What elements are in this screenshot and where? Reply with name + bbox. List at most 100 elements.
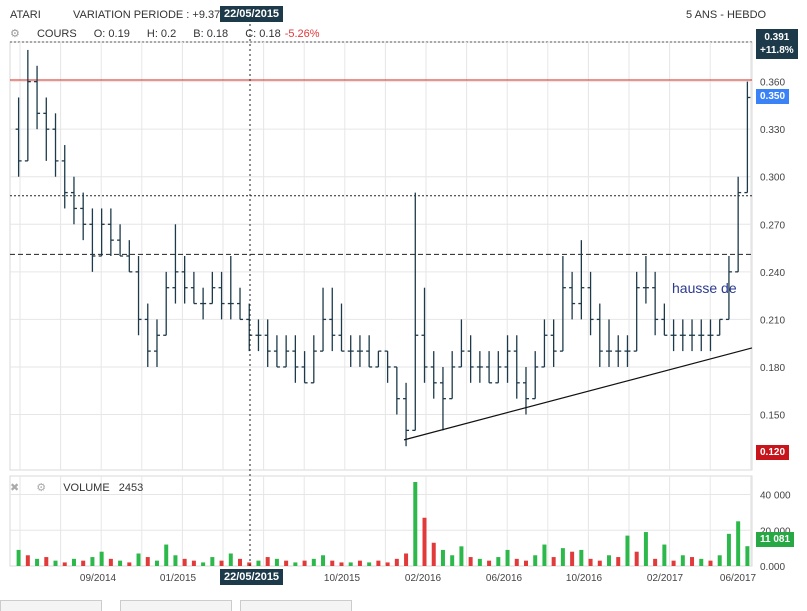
volume-bar <box>468 557 473 566</box>
volume-value: 2453 <box>118 482 144 494</box>
y-tick-label: 0.240 <box>760 268 785 279</box>
volume-bar <box>413 482 418 566</box>
volume-bar <box>339 562 344 566</box>
ohlc-bar <box>679 319 686 352</box>
volume-bar <box>247 562 252 566</box>
ohlc-bar <box>486 351 493 384</box>
ohlc-bar <box>384 350 391 383</box>
ohlc-bar <box>476 351 483 383</box>
ohlc-bar <box>642 256 649 304</box>
ohlc-bar <box>744 81 751 194</box>
volume-bar <box>726 533 731 566</box>
ohlc-bar <box>126 240 133 273</box>
last-volume-badge: 11 081 <box>756 532 795 547</box>
volume-bar <box>35 558 40 566</box>
ohlc-bar <box>190 271 197 305</box>
volume-bar <box>699 558 704 566</box>
ohlc-bar <box>144 303 151 367</box>
volume-bar <box>616 557 621 566</box>
volume-tick-label: 40 000 <box>760 491 791 502</box>
top-price-badge: 0.391 +11.8% <box>756 29 798 59</box>
series-name: COURS <box>36 28 77 40</box>
ohlc-bar <box>513 335 520 399</box>
y-tick-label: 0.270 <box>760 220 785 231</box>
volume-bar <box>293 562 298 566</box>
ohlc-bar <box>430 351 437 399</box>
volume-bar <box>284 560 289 566</box>
horizontal-lines <box>10 79 752 255</box>
volume-bar <box>376 560 381 566</box>
volume-bar <box>717 555 722 566</box>
volume-bar <box>62 562 67 566</box>
ohlc-bar <box>716 318 723 336</box>
x-tick-label: 09/2014 <box>80 573 117 584</box>
ohlc-bar <box>246 303 253 352</box>
volume-bar <box>662 544 667 566</box>
top-badge-price: 0.391 <box>764 32 790 43</box>
ohlc-bar <box>707 319 714 352</box>
volume-bar <box>597 560 602 566</box>
volume-bar <box>736 521 741 566</box>
volume-bar <box>90 557 95 566</box>
ohlc-bar <box>652 271 659 336</box>
ohlc-bar <box>615 335 622 367</box>
volume-bar <box>551 557 556 566</box>
x-tick-label: 06/2017 <box>720 573 757 584</box>
ohlc-bar <box>606 319 613 367</box>
ohlc-bar <box>135 256 142 336</box>
ohlc-bar <box>98 208 105 257</box>
annotation-text: hausse de <box>672 280 737 296</box>
settings-icon[interactable]: ⚙ <box>36 482 47 494</box>
y-tick-label: 0.210 <box>760 315 785 326</box>
x-tick-label: 02/2017 <box>647 573 684 584</box>
volume-bar <box>357 560 362 566</box>
ohlc-bar <box>698 319 705 352</box>
ohlc-bar <box>24 49 31 162</box>
ohlc-bar <box>227 256 234 320</box>
volume-bar <box>523 560 528 566</box>
ohlc-bar <box>181 256 188 304</box>
bottom-tab[interactable] <box>0 600 102 611</box>
ohlc-bar <box>532 351 539 400</box>
ohlc-bar <box>255 319 262 352</box>
volume-bar <box>228 553 233 566</box>
ohlc-series <box>15 49 751 447</box>
period-selector[interactable]: 5 ANS - HEBDO <box>686 9 767 21</box>
low-price-badge: 0.120 <box>756 445 790 460</box>
volume-bar <box>505 549 510 566</box>
bottom-tab[interactable] <box>120 600 232 611</box>
y-tick-label: 0.360 <box>760 78 785 89</box>
volume-bar <box>274 558 279 566</box>
volume-bar <box>634 551 639 566</box>
volume-bar <box>348 562 353 566</box>
ohlc-bar <box>172 224 179 304</box>
close-panel-icon[interactable]: ✖ <box>10 482 20 494</box>
ohlc-bar <box>329 287 336 352</box>
ohlc-bar <box>89 208 96 272</box>
bottom-tab[interactable] <box>240 600 352 611</box>
ohlc-bar <box>43 97 50 161</box>
ohlc-bar <box>310 335 317 384</box>
volume-series <box>16 482 750 566</box>
settings-icon[interactable]: ⚙ <box>10 28 20 40</box>
volume-bar <box>496 557 501 566</box>
ohlc-bar <box>356 335 363 367</box>
volume-bar <box>404 553 409 566</box>
ohlc-bar <box>34 65 41 130</box>
low-value: B: 0.18 <box>193 28 229 40</box>
volume-label: VOLUME <box>63 482 110 494</box>
y-axis-ticks: 0.360 0.330 0.300 0.270 0.240 0.210 0.180 0.150… <box>760 78 791 573</box>
volume-bar <box>136 553 141 566</box>
volume-bar <box>265 557 270 566</box>
volume-bar <box>579 549 584 566</box>
x-tick-label: 10/2015 <box>324 573 361 584</box>
volume-bar <box>533 555 538 566</box>
volume-bar <box>210 557 215 566</box>
volume-bar <box>570 551 575 566</box>
volume-bar <box>487 560 492 566</box>
ohlc-bar <box>52 113 59 177</box>
volume-bar <box>653 558 658 566</box>
cursor-date-badge-bottom: 22/05/2015 <box>220 569 284 585</box>
ohlc-bar <box>421 287 428 383</box>
